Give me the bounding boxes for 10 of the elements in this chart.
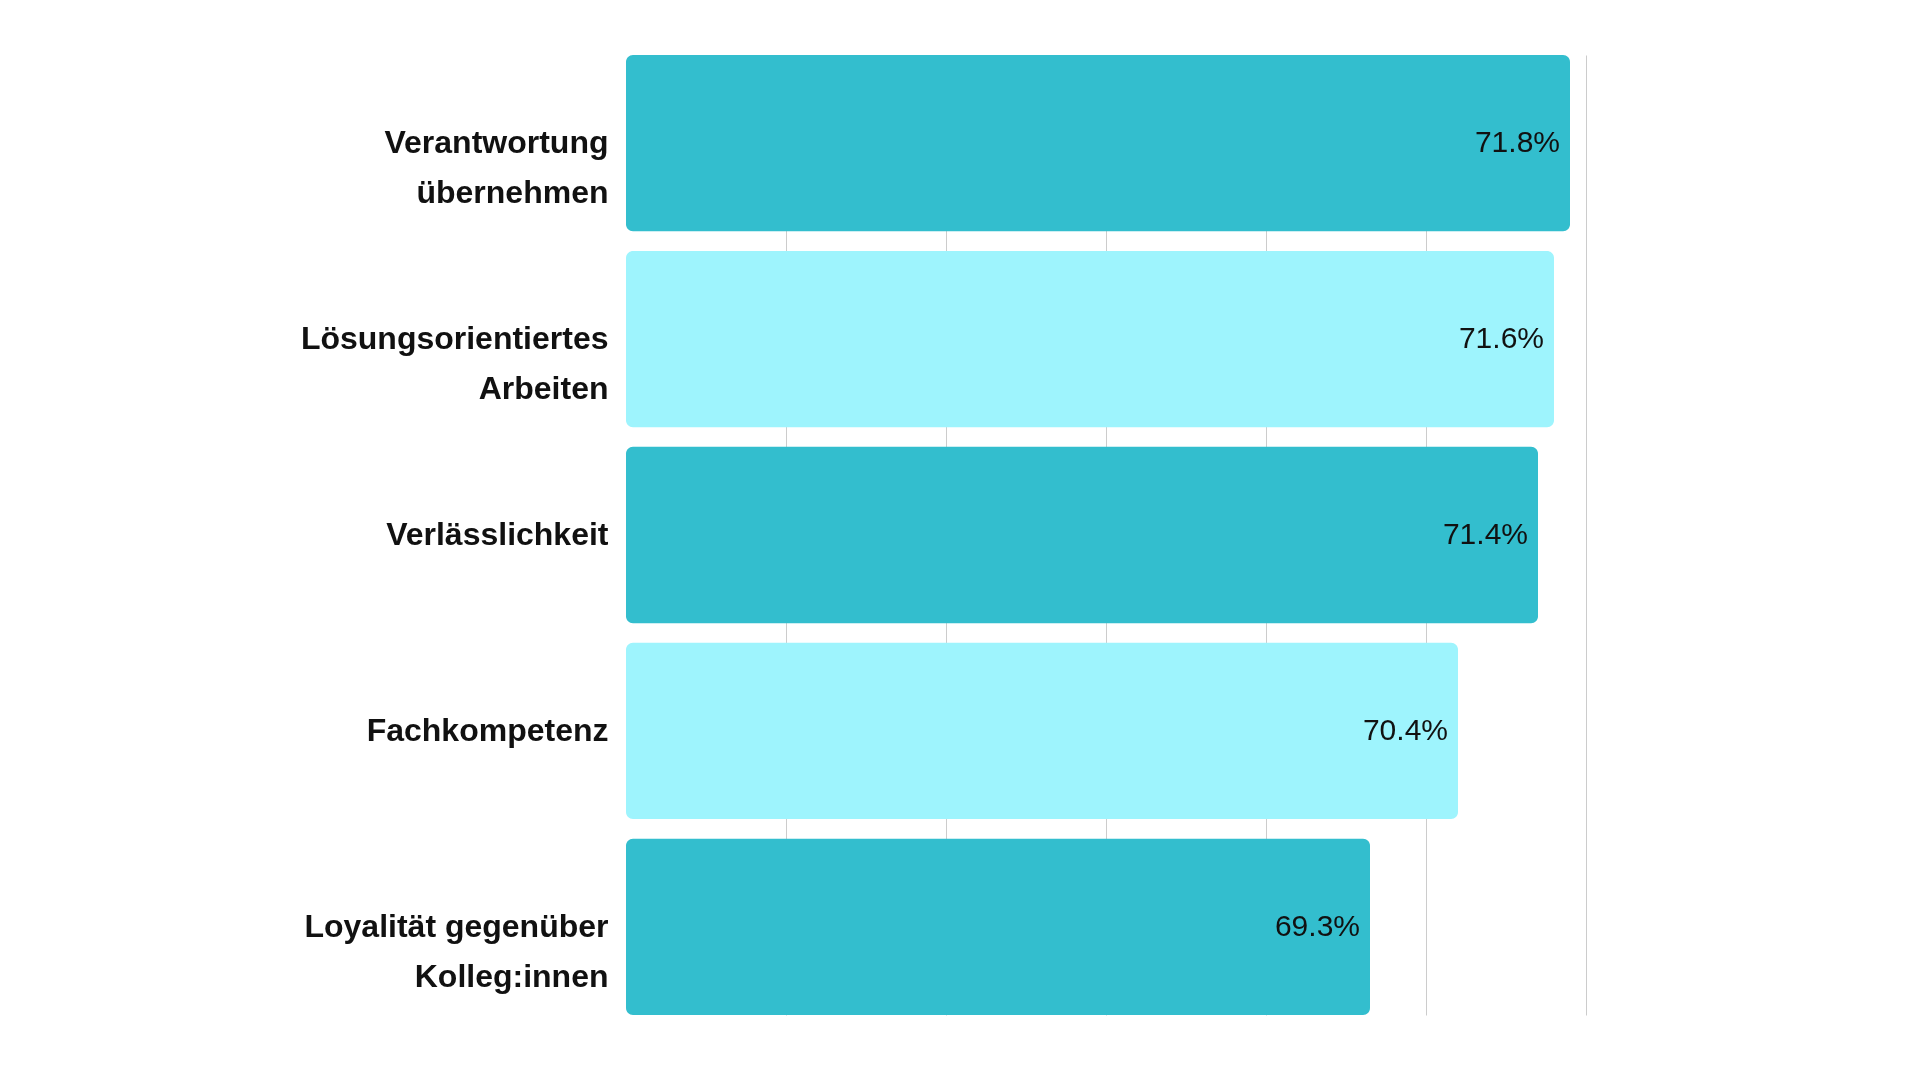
data-label: 71.8% xyxy=(1474,125,1560,159)
data-label: 71.4% xyxy=(1442,517,1528,550)
y-tick-label: Fachkompetenz xyxy=(366,711,609,748)
data-label: 69.3% xyxy=(1274,908,1360,942)
y-tick-label: Lösungsorientiertes Arbeiten xyxy=(300,320,609,407)
data-label: 71.6% xyxy=(1458,321,1544,355)
y-tick-label: Verantwortung übernehmen xyxy=(384,124,609,211)
y-tick-label: Loyalität gegenüber Kolleg:innen xyxy=(304,907,609,994)
y-tick-label: Verlässlichkeit xyxy=(386,516,609,552)
data-label: 70.4% xyxy=(1362,712,1448,746)
